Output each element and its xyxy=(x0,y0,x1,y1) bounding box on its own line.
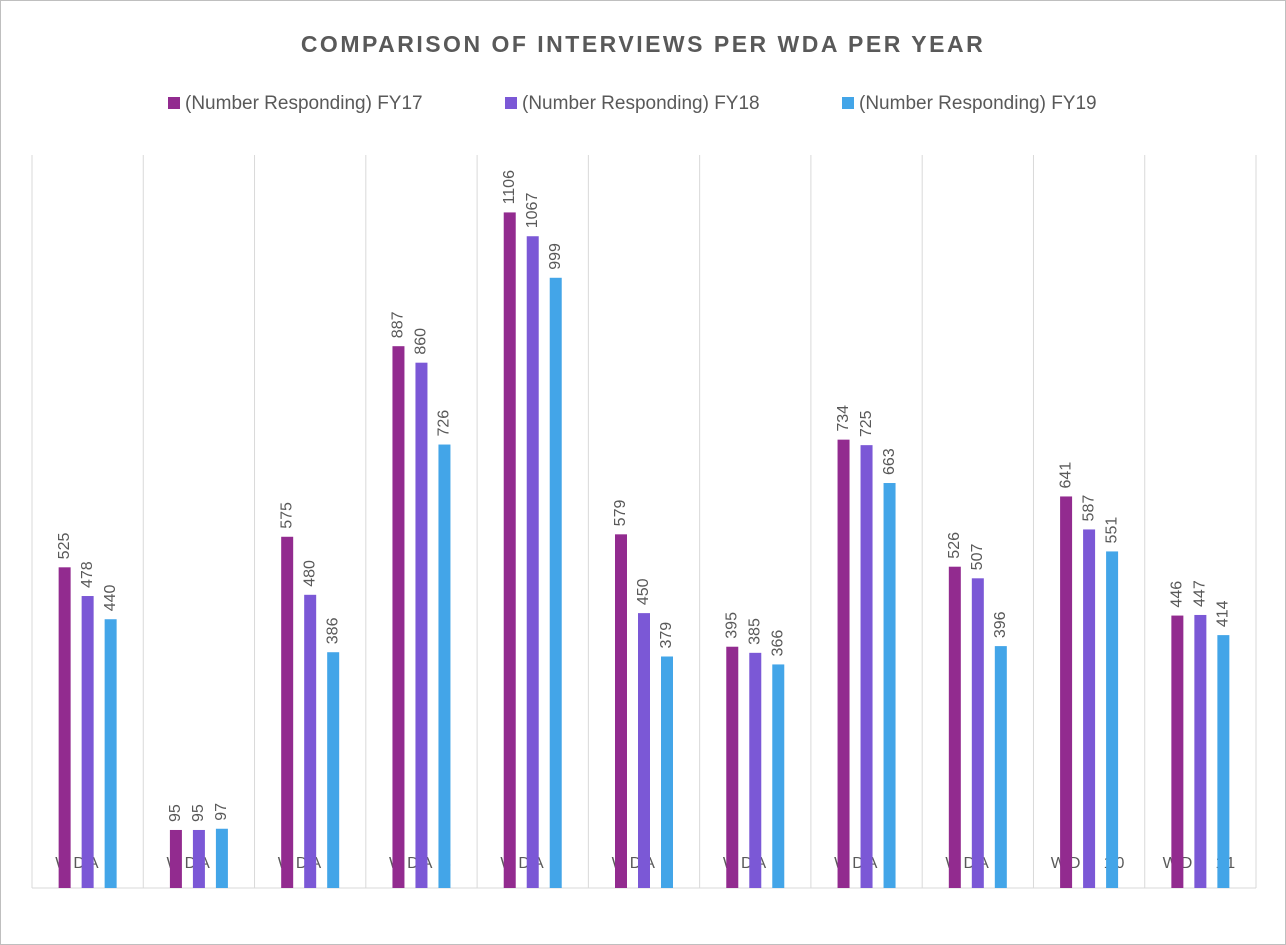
data-label: 97 xyxy=(213,803,230,821)
data-label: 1067 xyxy=(524,193,541,229)
bar xyxy=(971,578,984,888)
bar xyxy=(327,652,340,888)
legend-swatch xyxy=(505,97,517,109)
data-label: 386 xyxy=(324,617,341,644)
data-label: 999 xyxy=(547,243,564,270)
data-label: 575 xyxy=(278,502,295,529)
data-label: 395 xyxy=(723,612,740,639)
data-label: 447 xyxy=(1192,580,1209,607)
legend-swatch xyxy=(168,97,180,109)
bar xyxy=(81,596,94,888)
legend-swatch xyxy=(842,97,854,109)
bar xyxy=(1194,614,1207,888)
data-label: 525 xyxy=(56,533,73,560)
data-label: 95 xyxy=(167,804,184,822)
bar xyxy=(192,829,205,888)
legend-label: (Number Responding) FY17 xyxy=(185,93,423,114)
bar xyxy=(1083,529,1096,888)
data-label: 860 xyxy=(413,328,430,355)
chart-title: COMPARISON OF INTERVIEWS PER WDA PER YEA… xyxy=(301,31,985,57)
data-label: 95 xyxy=(190,804,207,822)
bar xyxy=(1217,635,1230,888)
data-label: 440 xyxy=(102,584,119,611)
data-label: 1106 xyxy=(501,170,518,205)
bar xyxy=(58,567,71,888)
bar xyxy=(215,828,228,888)
data-label: 725 xyxy=(858,410,875,437)
data-label: 551 xyxy=(1103,517,1120,544)
legend-label: (Number Responding) FY18 xyxy=(522,93,760,114)
bar xyxy=(1106,551,1119,888)
bar xyxy=(948,566,961,888)
data-label: 385 xyxy=(746,618,763,645)
data-label: 887 xyxy=(390,311,407,338)
data-label: 579 xyxy=(612,500,629,527)
bar xyxy=(104,619,117,888)
bar xyxy=(994,646,1007,888)
data-label: 450 xyxy=(635,578,652,605)
data-label: 663 xyxy=(881,448,898,475)
legend-label: (Number Responding) FY19 xyxy=(859,93,1097,114)
data-label: 446 xyxy=(1169,581,1186,608)
bar xyxy=(549,277,562,889)
bar xyxy=(1171,615,1184,888)
bar xyxy=(415,362,428,888)
bar xyxy=(615,534,627,888)
bar xyxy=(438,444,451,888)
data-label: 366 xyxy=(769,630,786,657)
data-label: 734 xyxy=(835,405,852,432)
bar xyxy=(503,212,516,888)
bar xyxy=(726,646,739,888)
bar xyxy=(1060,496,1073,888)
data-label: 726 xyxy=(436,410,453,437)
bar xyxy=(281,536,294,888)
bar xyxy=(772,664,785,888)
bar xyxy=(837,439,850,888)
data-label: 414 xyxy=(1215,600,1232,627)
bar xyxy=(304,594,317,888)
data-label: 396 xyxy=(992,611,1009,638)
data-label: 526 xyxy=(946,532,963,559)
data-label: 478 xyxy=(79,561,96,588)
data-label: 587 xyxy=(1080,495,1097,522)
data-label: 379 xyxy=(658,622,675,649)
data-label: 480 xyxy=(301,560,318,587)
bar xyxy=(392,346,405,889)
bar xyxy=(860,445,873,888)
bar xyxy=(526,236,539,888)
bar xyxy=(749,652,762,888)
data-label: 507 xyxy=(969,544,986,571)
bar xyxy=(638,613,650,888)
bar xyxy=(883,483,896,888)
bar xyxy=(661,656,673,888)
data-label: 641 xyxy=(1057,462,1074,489)
bar xyxy=(169,829,182,888)
